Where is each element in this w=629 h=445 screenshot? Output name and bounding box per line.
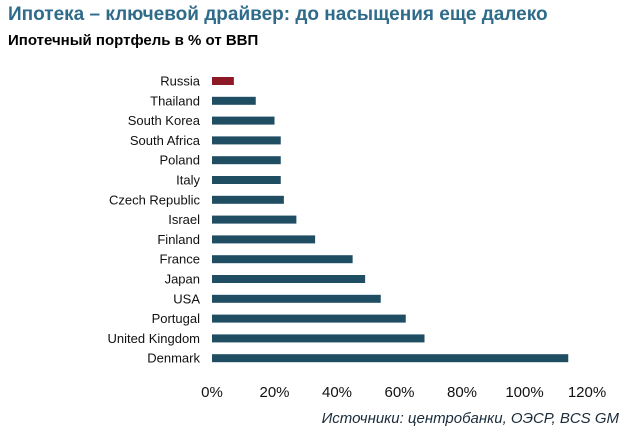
category-label: Finland [157,232,200,247]
bar-portugal [212,314,406,323]
bar-south-korea [212,116,275,125]
category-label: South Africa [130,133,201,148]
category-label: South Korea [128,113,201,128]
x-tick-label: 100% [505,384,543,401]
category-label: United Kingdom [108,331,201,346]
chart-subtitle: Ипотечный портфель в % от ВВП [8,32,259,49]
bar-poland [212,156,281,165]
source-note: Источники: центробанки, ОЭСР, BCS GM [321,410,619,427]
bar-france [212,255,353,264]
bar-united-kingdom [212,334,425,343]
category-label: France [160,252,200,267]
x-tick-label: 0% [201,384,223,401]
category-label: Thailand [150,93,200,108]
category-label: USA [173,291,200,306]
x-tick-label: 60% [384,384,414,401]
bar-usa [212,294,381,303]
chart-title: Ипотека – ключевой драйвер: до насыщения… [8,4,548,25]
category-label: Israel [168,212,200,227]
bar-south-africa [212,136,281,145]
category-label: Portugal [152,311,201,326]
bar-russia [212,77,234,85]
bar-japan [212,275,366,283]
bar-thailand [212,96,256,105]
bar-denmark [212,354,569,363]
x-tick-label: 120% [568,384,606,401]
category-label: Poland [160,153,200,168]
x-tick-label: 80% [447,384,477,401]
category-label: Russia [160,74,201,89]
category-label: Italy [176,173,200,188]
bar-finland [212,235,316,244]
category-label: Denmark [147,351,200,366]
x-tick-label: 20% [259,384,289,401]
x-tick-label: 40% [322,384,352,401]
bar-czech-republic [212,195,284,204]
category-label: Czech Republic [109,192,201,207]
bar-italy [212,176,281,184]
bar-israel [212,215,297,224]
category-label: Japan [165,272,200,287]
